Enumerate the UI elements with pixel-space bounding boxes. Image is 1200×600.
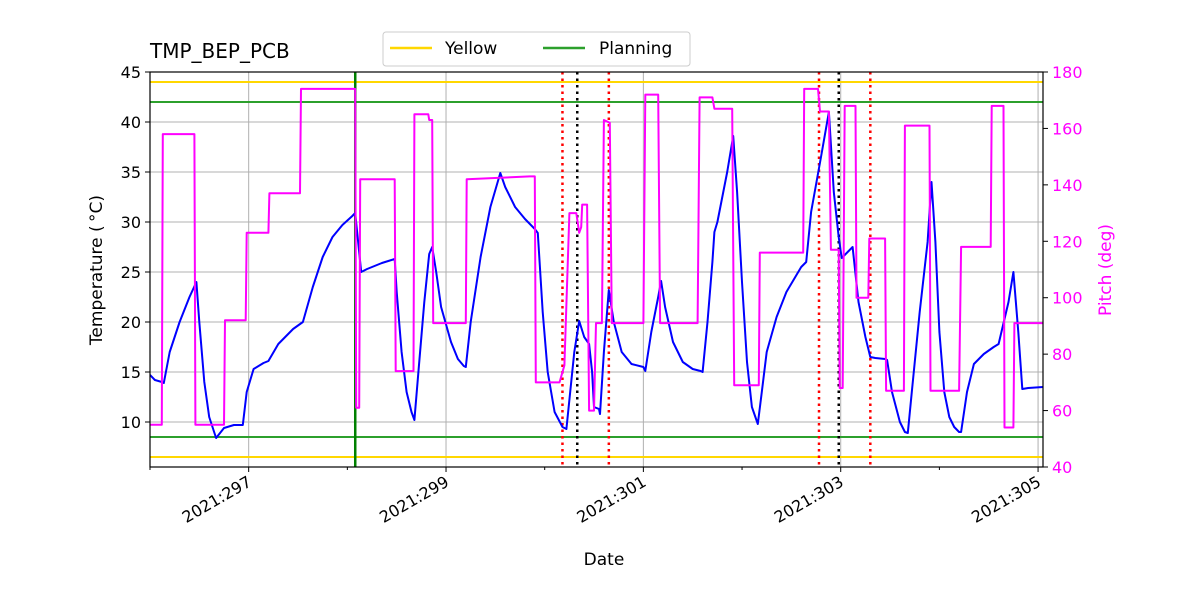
y2-tick-label: 40 <box>1052 458 1072 477</box>
axes <box>145 71 1048 472</box>
series-lines <box>150 87 1043 439</box>
y-axis-label: Temperature ( °C) <box>87 195 107 346</box>
y-tick-label: 35 <box>121 163 141 182</box>
y2-tick-label: 160 <box>1052 119 1083 138</box>
pitch-series-line <box>150 87 1043 429</box>
y-tick-label: 30 <box>121 213 141 232</box>
y-tick-label: 40 <box>121 113 141 132</box>
y2-tick-label: 80 <box>1052 345 1072 364</box>
legend-label-yellow: Yellow <box>444 39 497 59</box>
y2-axis-label: Pitch (deg) <box>1096 224 1116 316</box>
legend-box <box>382 31 691 67</box>
y2-tick-label: 120 <box>1052 232 1083 251</box>
y-tick-label: 10 <box>121 413 141 432</box>
plot-frame <box>149 71 1044 468</box>
legend-label-planning: Planning <box>599 39 672 59</box>
y2-tick-label: 60 <box>1052 402 1072 421</box>
y-tick-label: 20 <box>121 313 141 332</box>
legend: Yellow Planning <box>382 31 691 67</box>
y-tick-label: 45 <box>121 63 141 82</box>
y-tick-label: 25 <box>121 263 141 282</box>
y2-tick-label: 180 <box>1052 63 1083 82</box>
y2-tick-label: 100 <box>1052 289 1083 308</box>
y-tick-label: 15 <box>121 363 141 382</box>
limit-lines <box>150 81 1043 458</box>
x-axis-label: Date <box>584 550 625 570</box>
y2-tick-label: 140 <box>1052 176 1083 195</box>
chart-title: TMP_BEP_PCB <box>149 39 290 63</box>
